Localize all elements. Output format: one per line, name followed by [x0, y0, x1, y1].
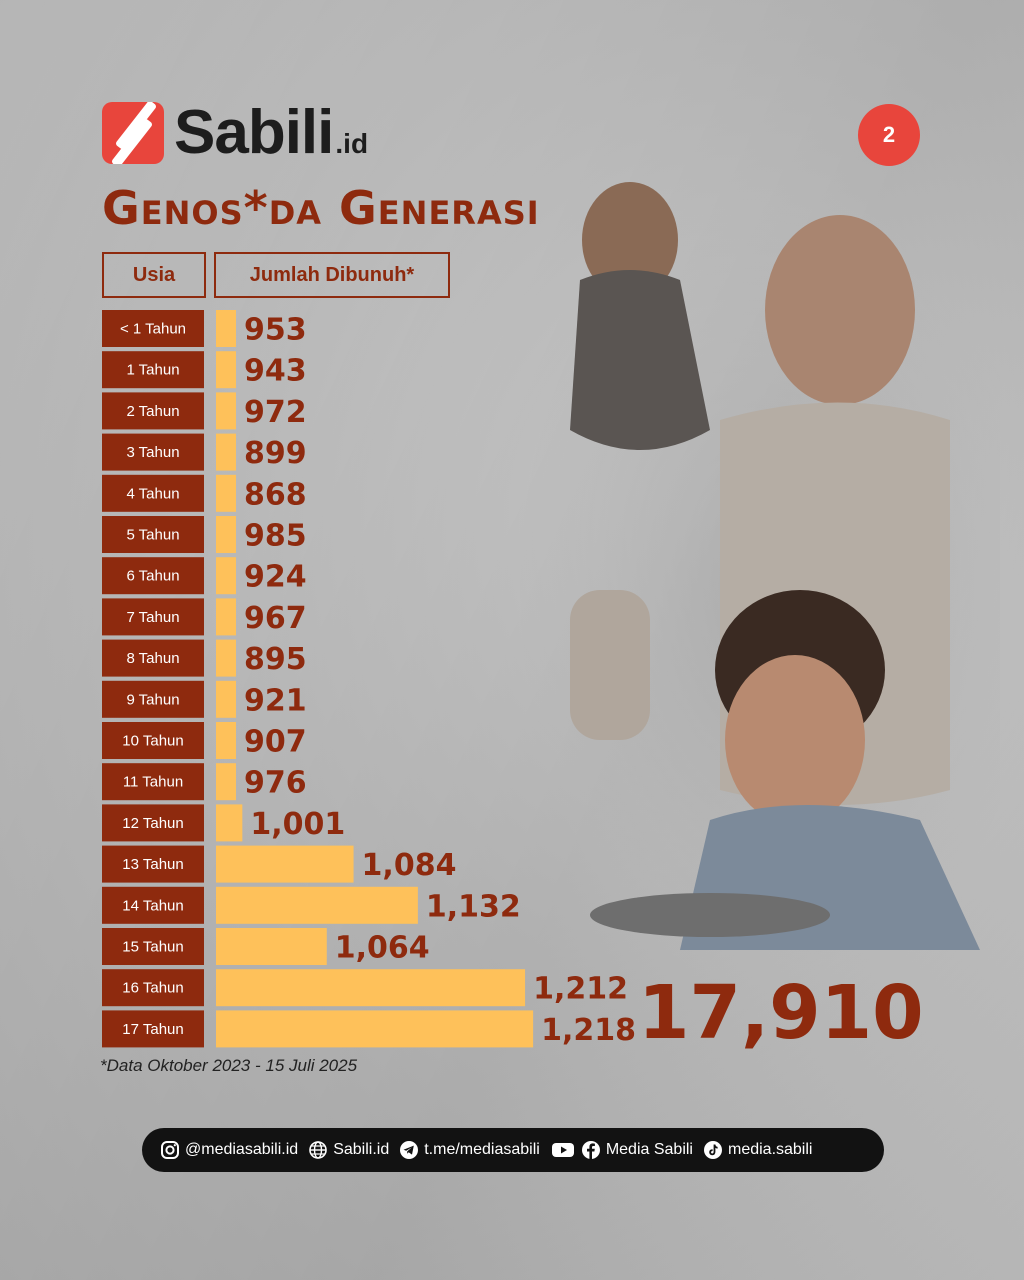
- social-item-website[interactable]: Sabili.id: [308, 1140, 389, 1160]
- social-bar: @mediasabili.id Sabili.id t.me/mediasabi…: [142, 1128, 884, 1172]
- social-label-instagram: @mediasabili.id: [185, 1141, 299, 1158]
- tiktok-icon: [703, 1141, 722, 1159]
- logo-name: Sabili: [174, 98, 334, 167]
- social-item-instagram[interactable]: @mediasabili.id: [160, 1140, 298, 1160]
- logo-tld: .id: [335, 128, 369, 159]
- youtube-icon: [551, 1143, 574, 1157]
- column-header-count: Jumlah Dibunuh*: [214, 252, 450, 298]
- sabili-logo: Sabili .id: [102, 102, 368, 164]
- social-item-tiktok[interactable]: media.sabili: [703, 1140, 812, 1160]
- instagram-icon: [161, 1141, 179, 1159]
- total-count: 17,910: [638, 970, 924, 1056]
- column-header-age: Usia: [102, 252, 206, 298]
- page-number-badge: 2: [858, 104, 920, 166]
- social-label-facebook: Media Sabili: [605, 1141, 693, 1158]
- sabili-logo-mark-icon: [102, 102, 164, 164]
- social-label-telegram: t.me/mediasabili: [424, 1141, 540, 1158]
- globe-icon: [309, 1141, 327, 1159]
- social-label-tiktok: media.sabili: [727, 1141, 813, 1158]
- footnote: *Data Oktober 2023 - 15 Juli 2025: [100, 1056, 358, 1075]
- social-item-telegram[interactable]: t.me/mediasabili: [399, 1140, 540, 1160]
- social-item-youtube-facebook[interactable]: Media Sabili: [550, 1140, 693, 1160]
- page-title: Genos*da Generasi: [102, 181, 540, 235]
- telegram-icon: [400, 1141, 419, 1159]
- social-label-website: Sabili.id: [333, 1141, 390, 1158]
- facebook-icon: [581, 1141, 600, 1159]
